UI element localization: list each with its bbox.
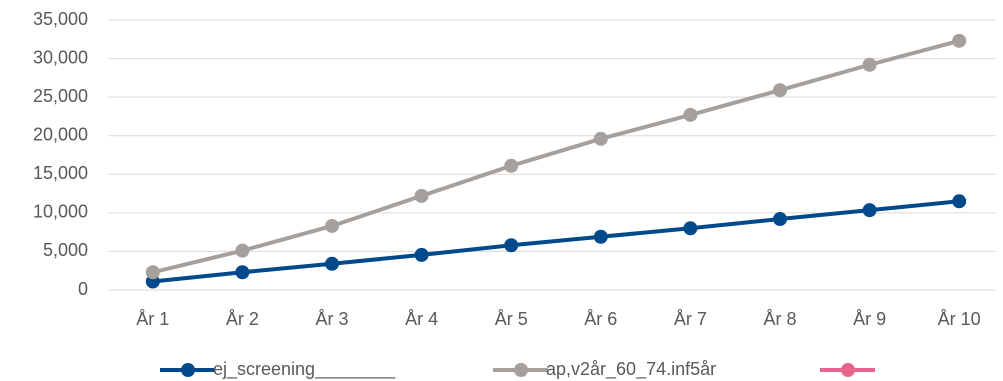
data-point	[773, 212, 787, 227]
data-point	[325, 256, 339, 271]
data-point	[862, 203, 877, 218]
legend-marker	[181, 363, 195, 377]
legend-marker	[514, 363, 528, 377]
data-point	[414, 188, 429, 203]
legend-label: ap,v2år_60_74.inf5år	[546, 359, 716, 380]
data-point	[235, 243, 250, 258]
data-point	[683, 107, 698, 122]
y-tick-label: 10,000	[33, 202, 88, 222]
legend-label: ej_screening________	[213, 359, 396, 380]
data-point	[773, 83, 787, 98]
data-point	[325, 218, 339, 233]
y-tick-label: 0	[78, 279, 88, 299]
x-tick-label: År 3	[315, 309, 348, 329]
y-tick-label: 15,000	[33, 163, 88, 183]
data-point	[504, 238, 519, 253]
x-tick-label: År 5	[495, 309, 528, 329]
x-tick-label: År 9	[853, 309, 886, 329]
data-point	[504, 158, 519, 173]
data-point	[862, 57, 877, 72]
x-tick-label: År 10	[938, 309, 981, 329]
y-tick-label: 5,000	[43, 240, 88, 260]
series-line	[152, 199, 960, 284]
data-point	[593, 131, 608, 146]
y-tick-label: 20,000	[33, 124, 88, 144]
legend-marker	[841, 363, 855, 377]
y-tick-label: 35,000	[33, 9, 88, 29]
y-tick-label: 25,000	[33, 86, 88, 106]
data-point	[145, 265, 160, 280]
data-point	[683, 221, 698, 236]
x-tick-label: År 2	[226, 309, 259, 329]
data-point	[952, 33, 967, 48]
x-tick-label: År 4	[405, 309, 438, 329]
x-tick-label: År 6	[584, 309, 617, 329]
data-point	[235, 265, 250, 280]
x-tick-label: År 7	[674, 309, 707, 329]
x-tick-label: År 8	[763, 309, 796, 329]
data-point	[952, 194, 967, 209]
x-tick-label: År 1	[136, 309, 169, 329]
series-line	[152, 38, 960, 275]
data-point	[593, 229, 608, 244]
data-point	[414, 247, 429, 262]
y-tick-label: 30,000	[33, 47, 88, 67]
